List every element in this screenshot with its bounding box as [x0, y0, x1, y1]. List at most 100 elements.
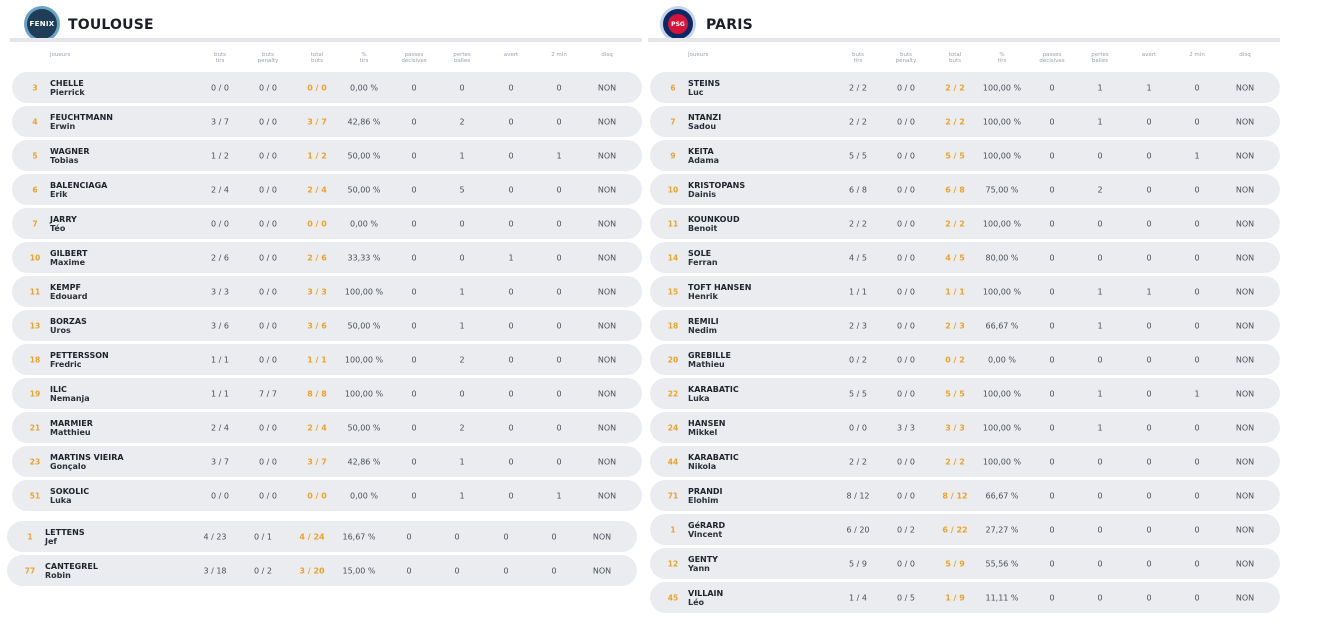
assists-cell: 0: [411, 83, 417, 92]
table-row[interactable]: 10 KRISTOPANS Dainis 6 / 8 0 / 0 6 / 8 75,00 %…: [650, 174, 1280, 205]
assists-cell: 0: [1049, 559, 1055, 568]
player-name[interactable]: LETTENS Jef: [45, 528, 85, 546]
turnovers-cell: 1: [1097, 423, 1103, 432]
turnovers-cell: 0: [459, 253, 465, 262]
assists-cell: 0: [411, 457, 417, 466]
table-row[interactable]: 11 KOUNKOUD Benoit 2 / 2 0 / 0 2 / 2 100,00 % 0…: [650, 208, 1280, 239]
turnovers-cell: 1: [1097, 287, 1103, 296]
player-first-name: Yann: [688, 563, 710, 573]
disq-cell: NON: [597, 423, 617, 432]
table-row[interactable]: 7 NTANZI Sadou 2 / 2 0 / 0 2 / 2 100,00 % 0 1 0 0 N…: [650, 106, 1280, 137]
penalty-cell: 0 / 0: [259, 491, 277, 500]
player-name[interactable]: CANTEGREL Robin: [45, 562, 98, 580]
player-first-name: Matthieu: [50, 427, 91, 437]
column-header: avert: [503, 52, 519, 58]
player-first-name: Mathieu: [688, 359, 725, 369]
table-row[interactable]: 23 MARTINS VIEIRA Gonçalo 3 / 7 0 / 0 3 / 7 42…: [12, 446, 642, 477]
table-row[interactable]: 5 WAGNER Tobias 1 / 2 0 / 0 1 / 2 50,00 % 0 1 0 1 N…: [12, 140, 642, 171]
column-header: 2 min: [1189, 52, 1205, 58]
player-name[interactable]: JARRY Téo: [50, 215, 77, 233]
player-last-name: STEINS: [688, 78, 721, 88]
table-row[interactable]: 1 LETTENS Jef 4 / 23 0 / 1 4 / 24 16,67 % 0 0 0 0 N…: [7, 521, 637, 552]
penalty-cell: 0 / 0: [259, 321, 277, 330]
shot-pct-cell: 80,00 %: [985, 253, 1019, 262]
table-row[interactable]: 9 KEITA Adama 5 / 5 0 / 0 5 / 5 100,00 % 0 0 0 1 NO…: [650, 140, 1280, 171]
table-row[interactable]: 15 TOFT HANSEN Henrik 1 / 1 0 / 0 1 / 1 100,00…: [650, 276, 1280, 307]
player-name[interactable]: BALENCIAGA Erik: [50, 181, 107, 199]
player-name[interactable]: KEMPF Edouard: [50, 283, 87, 301]
shots-cell: 3 / 7: [211, 117, 229, 126]
player-name[interactable]: KOUNKOUD Benoit: [688, 215, 740, 233]
player-name[interactable]: MARTINS VIEIRA Gonçalo: [50, 453, 124, 471]
table-row[interactable]: 19 ILIC Nemanja 1 / 1 7 / 7 8 / 8 100,00 % 0 0 0 0…: [12, 378, 642, 409]
player-name[interactable]: KARABATIC Luka: [688, 385, 739, 403]
two-min-cell: 0: [556, 321, 562, 330]
table-row[interactable]: 3 CHELLE Pierrick 0 / 0 0 / 0 0 / 0 0,00 % 0 0 0 0…: [12, 72, 642, 103]
table-row[interactable]: 51 SOKOLIC Luka 0 / 0 0 / 0 0 / 0 0,00 % 0 1 0 1 NO…: [12, 480, 642, 511]
table-row[interactable]: 7 JARRY Téo 0 / 0 0 / 0 0 / 0 0,00 % 0 0 0 0 NON: [12, 208, 642, 239]
assists-cell: 0: [1049, 491, 1055, 500]
player-name[interactable]: FEUCHTMANN Erwin: [50, 113, 113, 131]
turnovers-cell: 1: [1097, 321, 1103, 330]
player-name[interactable]: KRISTOPANS Dainis: [688, 181, 745, 199]
player-name[interactable]: REMILI Nedim: [688, 317, 719, 335]
table-row[interactable]: 20 GREBILLE Mathieu 0 / 2 0 / 0 0 / 2 0,00 % 0 0…: [650, 344, 1280, 375]
turnovers-cell: 0: [1097, 355, 1103, 364]
player-name[interactable]: WAGNER Tobias: [50, 147, 90, 165]
player-name[interactable]: SOLE Ferran: [688, 249, 718, 267]
player-name[interactable]: KARABATIC Nikola: [688, 453, 739, 471]
disq-cell: NON: [1235, 525, 1255, 534]
table-row[interactable]: 4 FEUCHTMANN Erwin 3 / 7 0 / 0 3 / 7 42,86 % 0 2…: [12, 106, 642, 137]
player-name[interactable]: MARMIER Matthieu: [50, 419, 93, 437]
table-row[interactable]: 44 KARABATIC Nikola 2 / 2 0 / 0 2 / 2 100,00 %…: [650, 446, 1280, 477]
player-name[interactable]: ILIC Nemanja: [50, 385, 90, 403]
two-min-cell: 0: [1194, 525, 1200, 534]
player-name[interactable]: VILLAIN Léo: [688, 589, 723, 607]
shots-cell: 3 / 3: [211, 287, 229, 296]
player-name[interactable]: GéRARD Vincent: [688, 521, 725, 539]
player-name[interactable]: STEINS Luc: [688, 79, 720, 97]
table-row[interactable]: 21 MARMIER Matthieu 2 / 4 0 / 0 2 / 4 50,00 % 0…: [12, 412, 642, 443]
jersey-number: 22: [667, 389, 679, 398]
table-row[interactable]: 13 BORZAS Uros 3 / 6 0 / 0 3 / 6 50,00 % 0 1 0 0 NO…: [12, 310, 642, 341]
player-name[interactable]: NTANZI Sadou: [688, 113, 721, 131]
table-row[interactable]: 14 SOLE Ferran 4 / 5 0 / 0 4 / 5 80,00 % 0 0 0 0 NO…: [650, 242, 1280, 273]
table-row[interactable]: 1 GéRARD Vincent 6 / 20 0 / 2 6 / 22 27,27 % 0 0…: [650, 514, 1280, 545]
table-row[interactable]: 71 PRANDI Elohim 8 / 12 0 / 0 8 / 12 66,67 % 0 0…: [650, 480, 1280, 511]
player-last-name: JARRY: [50, 214, 77, 224]
column-header: pertes balles: [1091, 52, 1109, 64]
player-name[interactable]: KEITA Adama: [688, 147, 719, 165]
table-row[interactable]: 24 HANSEN Mikkel 0 / 0 3 / 3 3 / 3 100,00 % 0 1 0…: [650, 412, 1280, 443]
table-row[interactable]: 77 CANTEGREL Robin 3 / 18 0 / 2 3 / 20 15,00 %…: [7, 555, 637, 586]
two-min-cell: 0: [556, 117, 562, 126]
player-name[interactable]: TOFT HANSEN Henrik: [688, 283, 751, 301]
player-name[interactable]: GENTY Yann: [688, 555, 718, 573]
player-name[interactable]: PRANDI Elohim: [688, 487, 723, 505]
table-row[interactable]: 11 KEMPF Edouard 3 / 3 0 / 0 3 / 3 100,00 % 0 1 0…: [12, 276, 642, 307]
table-row[interactable]: 22 KARABATIC Luka 5 / 5 0 / 0 5 / 5 100,00 % 0 1…: [650, 378, 1280, 409]
two-min-cell: 0: [551, 532, 557, 541]
player-first-name: Adama: [688, 155, 720, 165]
disq-cell: NON: [1235, 491, 1255, 500]
player-name[interactable]: GREBILLE Mathieu: [688, 351, 731, 369]
team-header: FENIX TOULOUSE: [10, 0, 642, 42]
player-first-name: Ferran: [688, 257, 718, 267]
player-name[interactable]: GILBERT Maxime: [50, 249, 87, 267]
table-row[interactable]: 45 VILLAIN Léo 1 / 4 0 / 5 1 / 9 11,11 % 0 0 0 0 NO…: [650, 582, 1280, 613]
table-row[interactable]: 6 BALENCIAGA Erik 2 / 4 0 / 0 2 / 4 50,00 % 0 5 0…: [12, 174, 642, 205]
player-name[interactable]: PETTERSSON Fredric: [50, 351, 109, 369]
table-row[interactable]: 18 PETTERSSON Fredric 1 / 1 0 / 0 1 / 1 100,00…: [12, 344, 642, 375]
penalty-cell: 0 / 0: [897, 321, 915, 330]
table-row[interactable]: 12 GENTY Yann 5 / 9 0 / 0 5 / 9 55,56 % 0 0 0 0 NON: [650, 548, 1280, 579]
player-name[interactable]: BORZAS Uros: [50, 317, 87, 335]
player-name[interactable]: HANSEN Mikkel: [688, 419, 726, 437]
total-goals-cell: 2 / 6: [307, 253, 327, 262]
penalty-cell: 0 / 0: [897, 83, 915, 92]
table-row[interactable]: 18 REMILI Nedim 2 / 3 0 / 0 2 / 3 66,67 % 0 1 0 0 N…: [650, 310, 1280, 341]
column-header: disq: [1239, 52, 1251, 58]
player-name[interactable]: CHELLE Pierrick: [50, 79, 85, 97]
player-name[interactable]: SOKOLIC Luka: [50, 487, 89, 505]
player-last-name: GILBERT: [50, 248, 88, 258]
table-row[interactable]: 6 STEINS Luc 2 / 2 0 / 0 2 / 2 100,00 % 0 1 1 0 NON: [650, 72, 1280, 103]
